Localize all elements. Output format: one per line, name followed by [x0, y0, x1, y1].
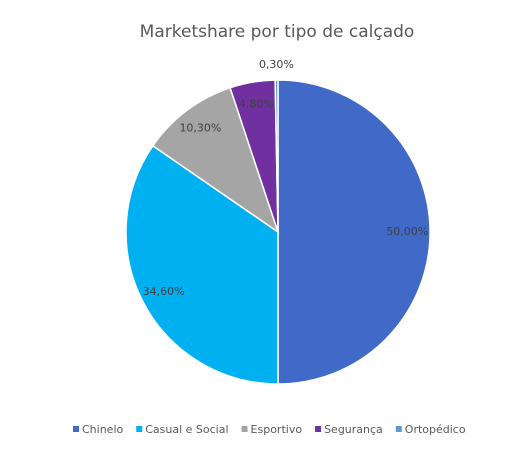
legend-label: Segurança: [324, 423, 383, 436]
legend-marker: [73, 426, 79, 432]
legend-marker: [241, 426, 248, 432]
data-label: 10,30%: [179, 122, 221, 135]
legend-label: Chinelo: [82, 423, 124, 436]
data-label: 4,80%: [239, 98, 274, 111]
pie-slice: [125, 144, 279, 385]
pie: [125, 79, 431, 385]
legend-marker: [315, 426, 322, 432]
pie-slice: [274, 79, 279, 233]
data-label: 34,60%: [143, 285, 185, 298]
legend-label: Ortopédico: [405, 423, 466, 436]
pie-slice: [277, 79, 431, 385]
data-label: 50,00%: [386, 225, 428, 238]
legend-marker: [395, 426, 402, 432]
data-label: 0,30%: [259, 58, 294, 71]
data-labels: 50,00% 34,60% 10,30% 4,80% 0,30%: [143, 58, 429, 298]
pie-slice: [151, 86, 280, 234]
legend-marker: [136, 426, 143, 432]
chart-title: Marketshare por tipo de calçado: [140, 22, 415, 42]
legend-label: Esportivo: [251, 423, 303, 436]
legend: Chinelo Casual e Social Esportivo Segurança…: [73, 423, 466, 436]
legend-label: Casual e Social: [145, 423, 228, 436]
